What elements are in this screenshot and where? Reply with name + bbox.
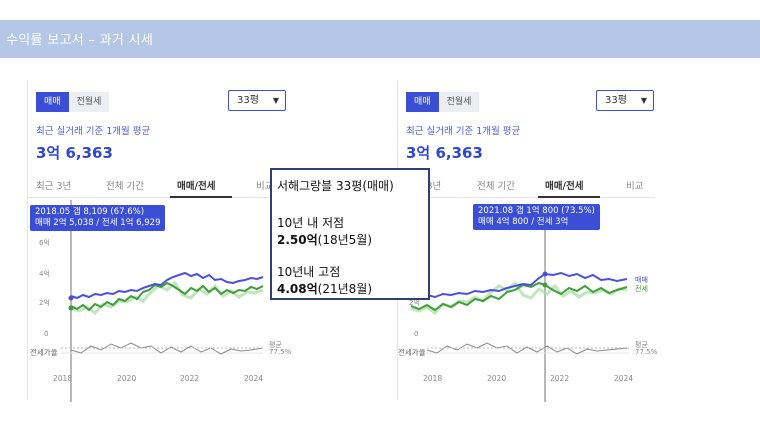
tab-active-indicator xyxy=(170,196,232,198)
chevron-down-icon: ▼ xyxy=(272,96,279,105)
high-label: 10년내 고점 xyxy=(277,265,341,279)
rent-marker xyxy=(542,282,548,288)
page-title: 수익률 보고서 – 과거 시세 xyxy=(6,33,154,48)
sale-line xyxy=(70,271,264,300)
rent-band xyxy=(70,280,264,316)
price-subtitle: 최근 실거래 기준 1개월 평균 xyxy=(36,126,151,137)
callout-title: 서해그랑블 33평(매매) xyxy=(277,179,394,193)
toggle-sale[interactable]: 매매 xyxy=(406,92,439,112)
rent-line xyxy=(70,281,264,312)
ratio-line xyxy=(426,342,628,355)
price-panel-right: 매매 전월세 33평 ▼ 최근 실거래 기준 1개월 평균 3억 6,363 최… xyxy=(397,80,658,402)
size-select-value: 33평 xyxy=(237,95,259,106)
tab-compare[interactable]: 비교 xyxy=(626,181,644,192)
size-select-value: 33평 xyxy=(605,95,627,106)
sale-marker xyxy=(68,295,74,301)
high-value: 4.08억 xyxy=(277,282,318,296)
high-date: (21년8월) xyxy=(317,282,373,296)
high-row: 4.08억(21년8월) xyxy=(277,280,372,297)
tab-sale-rent[interactable]: 매매/전세 xyxy=(177,181,216,192)
price-summary-callout: 서해그랑블 33평(매매) 10년 내 저점 2.50억(18년5월) 10년내… xyxy=(270,168,430,300)
tooltip-prices: 매매 2억 5,038 / 전세 1억 6,929 xyxy=(35,218,161,228)
x-label-2018: 2018 xyxy=(53,374,73,383)
ratio-label: 전세가율 xyxy=(30,348,58,357)
low-label: 10년 내 저점 xyxy=(277,216,345,230)
period-tabs: 최근 3년 전체 기간 매매/전세 비교 xyxy=(27,174,285,198)
x-label-2024: 2024 xyxy=(244,374,264,383)
tab-active-indicator xyxy=(538,196,600,198)
chevron-down-icon: ▼ xyxy=(640,96,647,105)
x-label-2022: 2022 xyxy=(180,374,200,383)
toggle-sale[interactable]: 매매 xyxy=(36,92,69,112)
deal-type-toggle: 매매 전월세 xyxy=(406,92,480,112)
y-label-4: 4억 xyxy=(39,270,50,278)
deal-type-toggle: 매매 전월세 xyxy=(36,92,110,112)
tab-all-period[interactable]: 전체 기간 xyxy=(477,181,515,192)
report-header: 수익률 보고서 – 과거 시세 xyxy=(0,20,760,58)
rent-marker xyxy=(68,305,74,311)
x-label-2022: 2022 xyxy=(550,374,570,383)
rent-line xyxy=(410,281,628,312)
ratio-line xyxy=(70,342,264,355)
ratio-label: 전세가율 xyxy=(398,348,426,357)
price-chart xyxy=(410,225,629,402)
low-value: 2.50억 xyxy=(277,233,318,247)
x-label-2018: 2018 xyxy=(423,374,443,383)
avg-label: 평균 xyxy=(635,341,648,349)
tooltip-gap: 2018.05 갭 8,109 (67.6%) xyxy=(35,207,145,217)
y-label-0: 0 xyxy=(414,330,419,338)
panel-divider xyxy=(27,80,28,400)
avg-value: 77.5% xyxy=(635,348,658,356)
y-label-0: 0 xyxy=(44,330,49,338)
low-date: (18년5월) xyxy=(317,233,373,247)
price-chart xyxy=(61,200,264,402)
average-price: 3억 6,363 xyxy=(36,144,113,162)
avg-value: 77.5% xyxy=(269,348,292,356)
sale-line xyxy=(410,271,628,300)
tab-compare[interactable]: 비교 xyxy=(256,181,274,192)
tab-recent-3y[interactable]: 최근 3년 xyxy=(36,181,72,192)
sale-marker xyxy=(542,271,548,277)
legend-sale: 매매 xyxy=(635,276,648,284)
chart-tooltip: 2021.08 갭 1억 800 (73.5%) 매매 4억 800 / 전세 … xyxy=(473,204,600,230)
price-panel-left: 매매 전월세 33평 ▼ 최근 실거래 기준 1개월 평균 3억 6,363 최… xyxy=(27,80,291,402)
toggle-rent[interactable]: 전월세 xyxy=(438,92,480,112)
legend-rent: 전세 xyxy=(635,285,648,293)
size-select[interactable]: 33평 ▼ xyxy=(596,90,654,111)
tooltip-gap: 2021.08 갭 1억 800 (73.5%) xyxy=(478,206,595,216)
y-label-2: 2억 xyxy=(39,299,50,307)
x-label-2020: 2020 xyxy=(487,374,507,383)
y-label-6: 6억 xyxy=(39,239,50,247)
tab-all-period[interactable]: 전체 기간 xyxy=(106,181,144,192)
low-row: 2.50억(18년5월) xyxy=(277,231,372,248)
toggle-rent[interactable]: 전월세 xyxy=(68,92,110,112)
price-subtitle: 최근 실거래 기준 1개월 평균 xyxy=(406,126,521,137)
y-label-2: 2억 xyxy=(409,299,420,307)
tab-sale-rent[interactable]: 매매/전세 xyxy=(545,181,584,192)
chart-tooltip: 2018.05 갭 8,109 (67.6%) 매매 2억 5,038 / 전세… xyxy=(30,205,166,231)
size-select[interactable]: 33평 ▼ xyxy=(228,90,286,111)
tooltip-prices: 매매 4억 800 / 전세 3억 xyxy=(478,217,569,227)
avg-label: 평균 xyxy=(269,341,282,349)
x-label-2020: 2020 xyxy=(117,374,137,383)
x-label-2024: 2024 xyxy=(614,374,634,383)
average-price: 3억 6,363 xyxy=(406,144,483,162)
